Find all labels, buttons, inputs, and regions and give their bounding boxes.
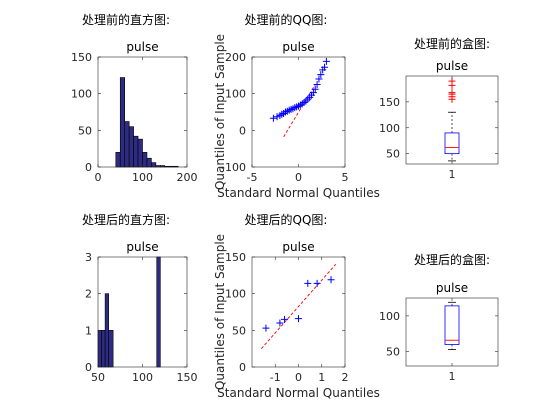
qq-point (322, 57, 330, 65)
panel-heading: 处理前的盒图: (414, 36, 490, 51)
x-tick-label: 150 (177, 371, 198, 384)
panel-heading: 处理后的直方图: (82, 212, 170, 227)
x-tick-label: 1 (449, 168, 456, 181)
axes-frame (251, 256, 346, 368)
x-tick-label: 50 (91, 371, 105, 384)
histogram-bar (119, 77, 125, 168)
chart-title: pulse (126, 40, 158, 54)
reference-line (283, 84, 316, 138)
y-tick-label: -100 (221, 161, 246, 174)
box (444, 132, 460, 155)
axes-frame (251, 56, 346, 168)
y-tick-label: 100 (225, 288, 246, 301)
x-tick-label: 2 (342, 371, 349, 384)
qq-point (269, 114, 277, 122)
y-tick-label: 0 (239, 361, 246, 374)
y-tick-label: 100 (379, 310, 400, 323)
qq-after-panel: 处理后的QQ图: pulse -1 0 1 2 0 50 100 150 Standard Norm… (213, 212, 380, 400)
panel-heading: 处理前的直方图: (82, 12, 170, 27)
panel-heading: 处理后的盒图: (414, 252, 490, 267)
y-tick-label: 0 (85, 361, 92, 374)
qq-point (317, 71, 325, 79)
qq-before-panel: 处理前的QQ图: pulse -5 0 5 -100 0 100 200 Standard Nor… (213, 12, 380, 200)
panel-heading: 处理后的QQ图: (245, 212, 328, 227)
qq-point (311, 85, 319, 93)
qq-point (327, 276, 335, 284)
y-tick-label: 0 (85, 161, 92, 174)
chart-title: pulse (126, 240, 158, 254)
outlier-marker (448, 89, 456, 97)
y-tick-label: 3 (85, 251, 92, 264)
histogram-bar (146, 157, 152, 168)
x-tick-label: 0 (295, 171, 302, 184)
histogram-bar (151, 162, 157, 168)
histogram-bar (137, 138, 143, 168)
box (444, 305, 460, 345)
x-axis-label: Standard Normal Quantiles (217, 386, 380, 400)
qq-point (276, 319, 284, 327)
x-tick-label: 1 (449, 370, 456, 383)
x-tick-label: 0 (95, 171, 102, 184)
x-tick-label: 1 (318, 371, 325, 384)
hist-before-panel: 处理前的直方图: pulse 0 100 200 0 50 100 150 (71, 12, 198, 184)
qq-point (315, 75, 323, 83)
histogram-bar (124, 121, 130, 168)
panel-heading: 处理前的QQ图: (245, 12, 328, 27)
x-tick-label: -1 (270, 371, 281, 384)
reference-line (260, 264, 337, 349)
histogram-bar (128, 126, 134, 168)
histogram-bar (104, 293, 109, 368)
qq-point (321, 63, 329, 71)
histogram-bar (101, 330, 106, 368)
x-tick-label: 100 (132, 371, 153, 384)
y-tick-label: 150 (71, 51, 92, 64)
y-tick-label: 200 (225, 51, 246, 64)
qq-point (295, 315, 302, 323)
hist-after-panel: 处理后的直方图: pulse 50 100 150 0 1 2 3 (82, 212, 198, 384)
y-tick-label: 50 (232, 324, 246, 337)
y-tick-label: 100 (379, 122, 400, 135)
histogram-bar (115, 152, 121, 168)
y-tick-label: 150 (379, 96, 400, 109)
qq-point (313, 81, 321, 88)
chart-title: pulse (436, 59, 468, 73)
y-axis-label: Quantiles of Input Sample (213, 34, 227, 190)
histogram-bar (97, 330, 102, 368)
y-tick-label: 1 (85, 324, 92, 337)
x-tick-label: -5 (247, 171, 258, 184)
histogram-bar (156, 256, 161, 368)
qq-point (304, 279, 312, 287)
chart-title: pulse (282, 240, 314, 254)
x-tick-label: 5 (342, 171, 349, 184)
y-axis-label: Quantiles of Input Sample (213, 234, 227, 390)
x-tick-label: 100 (132, 171, 153, 184)
histogram-bar (133, 135, 139, 168)
chart-title: pulse (436, 281, 468, 295)
y-tick-label: 50 (386, 346, 400, 359)
qq-point (313, 279, 321, 287)
y-tick-label: 0 (239, 124, 246, 137)
chart-title: pulse (282, 40, 314, 54)
y-tick-label: 50 (78, 124, 92, 137)
y-tick-label: 150 (225, 251, 246, 264)
axes-frame (405, 297, 499, 367)
y-tick-label: 2 (85, 288, 92, 301)
x-tick-label: 200 (177, 171, 198, 184)
histogram-bar (142, 152, 148, 168)
histogram-bar (108, 330, 114, 368)
x-tick-label: 0 (295, 371, 302, 384)
x-axis-label: Standard Normal Quantiles (217, 186, 380, 200)
y-tick-label: 50 (386, 148, 400, 161)
y-tick-label: 100 (225, 88, 246, 101)
qq-point (281, 315, 289, 323)
box-after-panel: 处理后的盒图: pulse 1 50 100 (379, 252, 499, 383)
y-tick-label: 100 (71, 88, 92, 101)
qq-point (262, 324, 270, 332)
